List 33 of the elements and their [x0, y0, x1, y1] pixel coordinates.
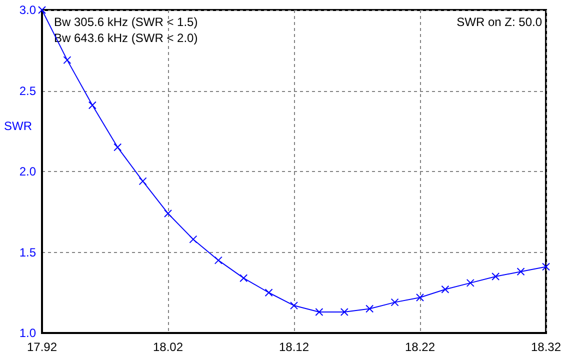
x-tick-label: 18.32: [530, 340, 562, 354]
y-tick-label: 1.0: [19, 326, 36, 340]
annotation: SWR on Z: 50.0: [456, 15, 542, 29]
x-tick-label: 18.12: [278, 340, 310, 354]
point: [88, 101, 96, 110]
point: [466, 278, 474, 287]
point: [441, 285, 450, 294]
y-tick-label: 2.5: [19, 84, 36, 98]
point: [189, 235, 198, 244]
x-tick-label: 18.22: [404, 340, 436, 354]
point: [315, 308, 324, 316]
y-axis-title: SWR: [4, 119, 32, 133]
point: [38, 6, 46, 14]
point: [516, 268, 525, 276]
point: [214, 256, 222, 264]
y-tick-label: 3.0: [19, 3, 36, 17]
point: [340, 308, 348, 316]
x-tick-label: 18.02: [152, 340, 184, 354]
point: [164, 209, 172, 218]
point: [264, 288, 273, 297]
point: [366, 304, 374, 313]
point: [290, 302, 298, 310]
point: [240, 274, 248, 282]
point: [542, 262, 550, 271]
point: [63, 56, 72, 64]
y-tick-label: 2.0: [19, 164, 36, 178]
y-tick-label: 1.5: [19, 245, 36, 260]
point: [138, 177, 147, 186]
point: [416, 293, 424, 302]
point: [390, 298, 399, 306]
x-tick-label: 17.92: [26, 340, 58, 354]
point: [114, 143, 122, 152]
point: [492, 272, 500, 280]
